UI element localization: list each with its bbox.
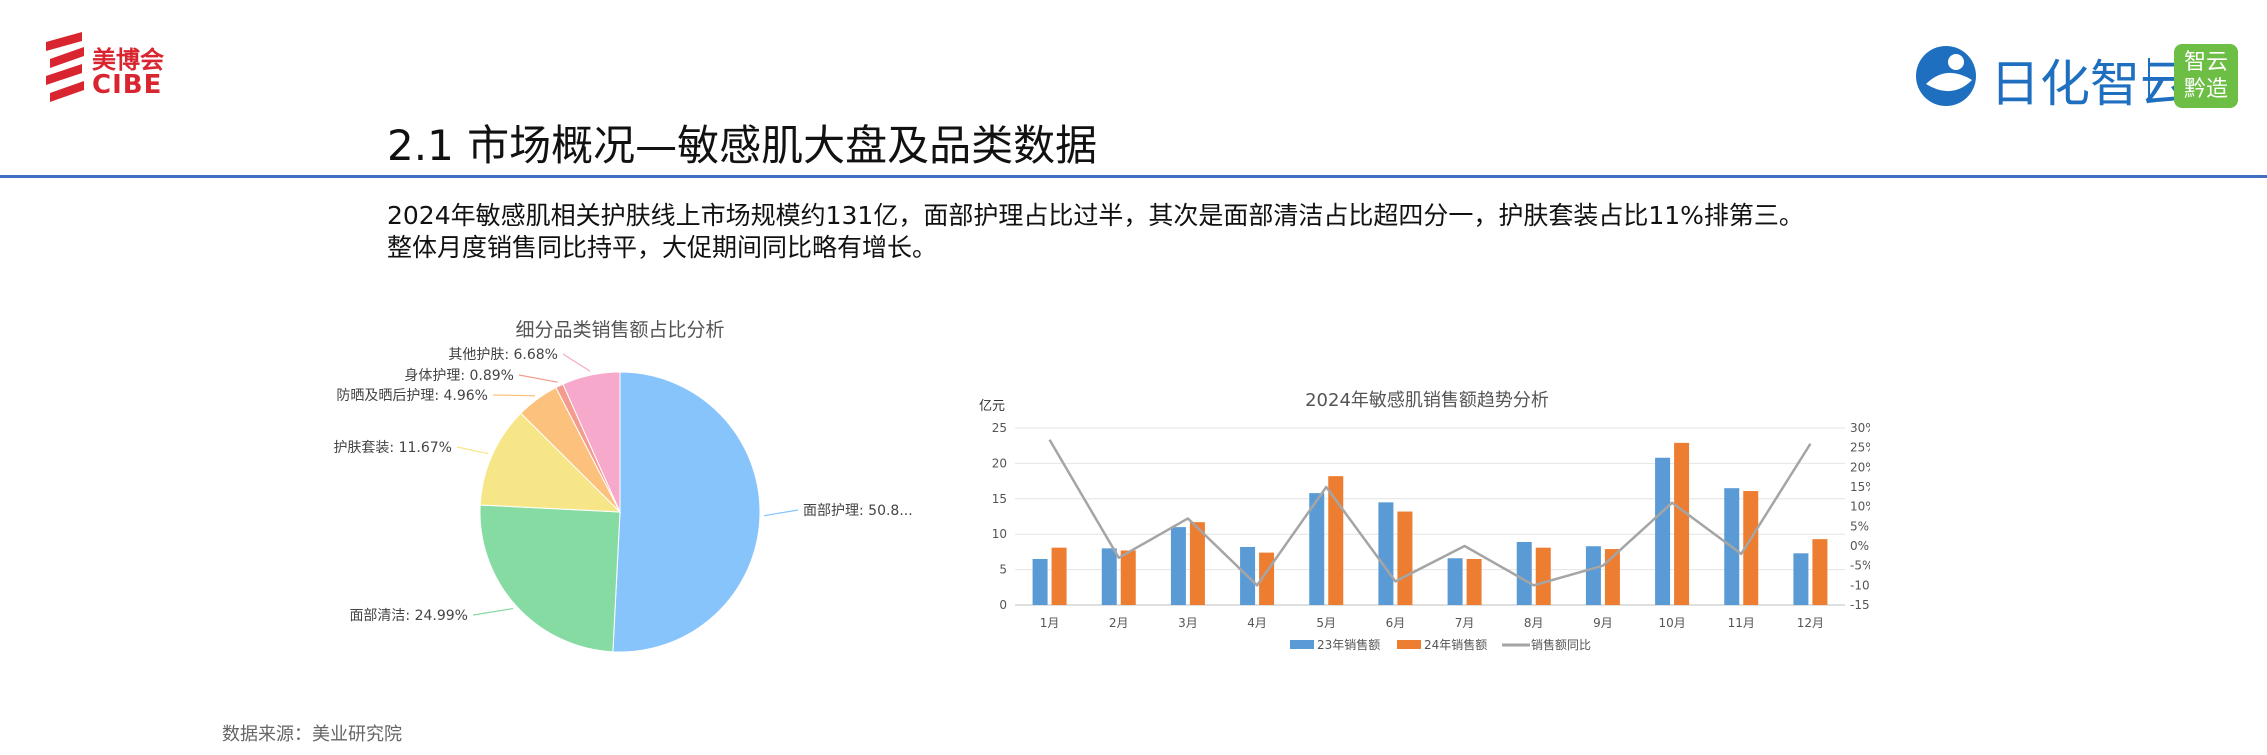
- legend-label: 销售额同比: [1531, 637, 1591, 652]
- y-tick-label: 5: [999, 563, 1007, 577]
- bar: [1102, 548, 1117, 605]
- legend-swatch: [1290, 640, 1314, 649]
- bar: [1536, 548, 1551, 605]
- bar: [1171, 527, 1186, 605]
- bar: [1190, 522, 1205, 605]
- pie-leader-line: [473, 609, 513, 615]
- y-tick-label: 20: [992, 456, 1007, 470]
- bar: [1793, 553, 1808, 605]
- pie-slice-label: 身体护理: 0.89%: [404, 368, 514, 384]
- legend-swatch: [1397, 640, 1421, 649]
- bar: [1674, 443, 1689, 605]
- y2-tick-label: 15%: [1850, 480, 1870, 494]
- bar: [1397, 512, 1412, 605]
- cibe-mark-icon: [44, 32, 88, 104]
- y2-tick-label: 5%: [1850, 519, 1869, 533]
- yoy-line: [1050, 440, 1811, 586]
- monthly-sales-trend-chart: 2024年敏感肌销售额趋势分析 亿元 0 5 10 15 20 25 -15% -10% -5% 0%…: [970, 370, 1870, 670]
- cibe-logo-en: CIBE: [92, 70, 162, 100]
- x-tick-label: 1月: [1040, 616, 1060, 630]
- bar: [1378, 502, 1393, 605]
- summary-line-2: 整体月度销售同比持平，大促期间同比略有增长。: [387, 232, 1804, 264]
- title-divider: [0, 175, 2267, 178]
- x-tick-label: 6月: [1386, 616, 1406, 630]
- pie-leader-line: [493, 395, 535, 396]
- bar-chart-title: 2024年敏感肌销售额趋势分析: [1305, 390, 1549, 411]
- bar: [1328, 476, 1343, 605]
- page-title: 2.1 市场概况—敏感肌大盘及品类数据: [387, 112, 1097, 173]
- bar: [1586, 546, 1601, 605]
- bar: [1467, 559, 1482, 605]
- pie-leader-line: [519, 375, 558, 382]
- bar: [1517, 542, 1532, 605]
- pie-slice-label: 面部护理: 50.8...: [803, 503, 913, 519]
- x-tick-label: 5月: [1316, 616, 1336, 630]
- pie-slice-label: 护肤套装: 11.67%: [333, 440, 452, 456]
- x-tick-label: 7月: [1455, 616, 1475, 630]
- pie-leader-line: [563, 354, 590, 371]
- y-tick-label: 15: [992, 492, 1007, 506]
- rihua-zhiyun-logo: 日化智云 智云 黔造: [1912, 40, 2244, 120]
- y2-tick-label: 30%: [1850, 421, 1870, 435]
- y-axis-unit-label: 亿元: [979, 399, 1005, 414]
- y-tick-label: 25: [992, 421, 1007, 435]
- zhiyun-badge: 智云 黔造: [2174, 44, 2238, 108]
- y-tick-label: 0: [999, 598, 1007, 612]
- pie-slice: [613, 372, 760, 652]
- pie-slice: [480, 505, 620, 652]
- legend-label: 24年销售额: [1424, 637, 1487, 652]
- y2-tick-label: -15%: [1850, 598, 1870, 612]
- bar: [1052, 548, 1067, 605]
- logo-divider: [2148, 58, 2150, 98]
- y-tick-label: 10: [992, 527, 1007, 541]
- zhiyun-badge-line1: 智云: [2174, 49, 2238, 76]
- rihua-zhiyun-brand: 日化智云: [1990, 44, 2190, 116]
- legend-label: 23年销售额: [1317, 637, 1380, 652]
- x-tick-label: 10月: [1658, 616, 1685, 630]
- x-tick-label: 12月: [1797, 616, 1824, 630]
- bar: [1033, 559, 1048, 605]
- x-tick-label: 8月: [1524, 616, 1544, 630]
- pie-title: 细分品类销售额占比分析: [515, 319, 724, 341]
- x-tick-label: 2月: [1109, 616, 1129, 630]
- y2-tick-label: 20%: [1850, 460, 1870, 474]
- cibe-logo: 美博会 CIBE: [44, 32, 174, 104]
- y2-tick-label: 0%: [1850, 539, 1869, 553]
- pie-slice-label: 面部清洁: 24.99%: [349, 608, 468, 624]
- x-tick-label: 3月: [1178, 616, 1198, 630]
- swirl-logo-icon: [1912, 40, 1982, 110]
- x-tick-label: 9月: [1593, 616, 1613, 630]
- x-tick-label: 11月: [1728, 616, 1755, 630]
- bar: [1655, 458, 1670, 605]
- summary-line-1: 2024年敏感肌相关护肤线上市场规模约131亿，面部护理占比过半，其次是面部清洁…: [387, 200, 1804, 232]
- y2-tick-label: -5%: [1850, 559, 1870, 573]
- y2-tick-label: -10%: [1850, 578, 1870, 592]
- x-tick-label: 4月: [1247, 616, 1267, 630]
- pie-leader-line: [457, 447, 488, 454]
- pie-slice-label: 其他护肤: 6.68%: [448, 347, 558, 363]
- pie-leader-line: [764, 510, 798, 516]
- pie-slice-label: 防晒及晒后护理: 4.96%: [336, 388, 488, 404]
- data-source-note: 数据来源：美业研究院: [222, 720, 402, 746]
- zhiyun-badge-line2: 黔造: [2174, 76, 2238, 103]
- summary-text: 2024年敏感肌相关护肤线上市场规模约131亿，面部护理占比过半，其次是面部清洁…: [387, 200, 1804, 264]
- y2-tick-label: 10%: [1850, 500, 1870, 514]
- y2-tick-label: 25%: [1850, 441, 1870, 455]
- bar: [1448, 558, 1463, 605]
- bar: [1121, 550, 1136, 605]
- bar: [1812, 539, 1827, 605]
